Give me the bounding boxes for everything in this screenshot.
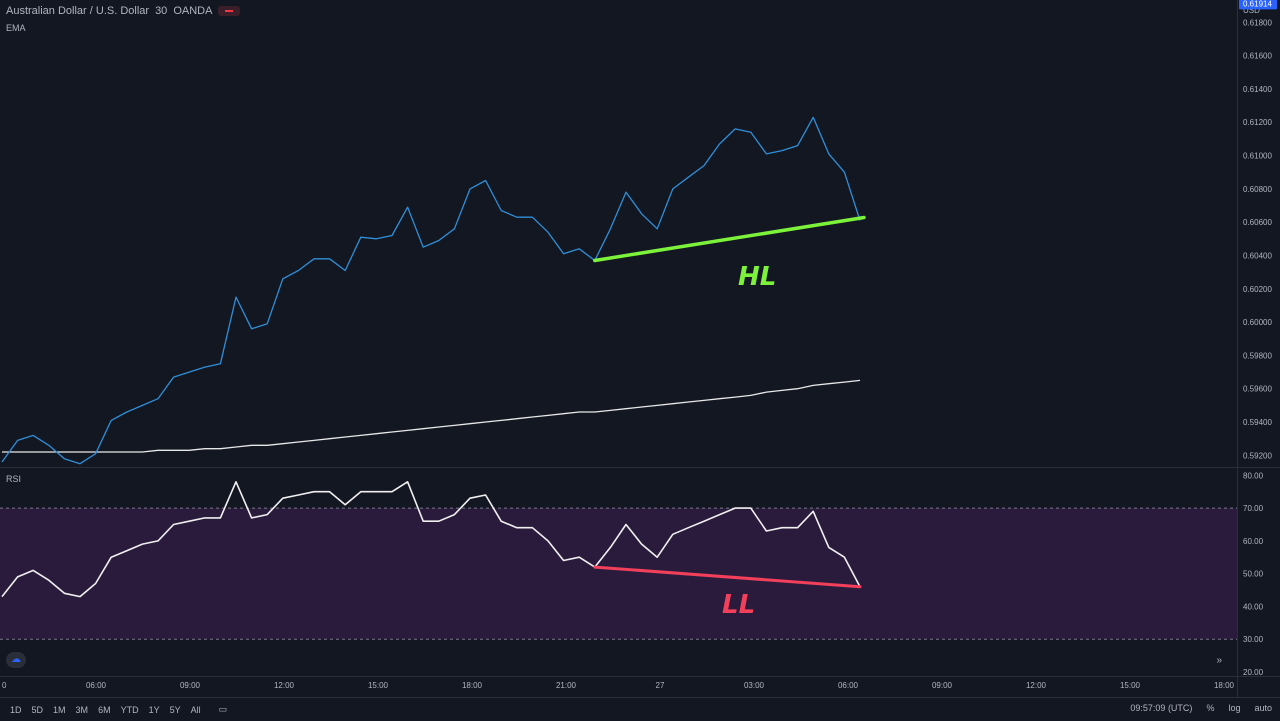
- price-tick-label: 0.59200: [1243, 451, 1272, 460]
- rsi-tick-label: 80.00: [1243, 471, 1264, 480]
- hl-annotation: HL: [738, 262, 777, 292]
- percent-toggle[interactable]: %: [1206, 703, 1215, 713]
- auto-toggle[interactable]: auto: [1254, 703, 1272, 713]
- range-3m[interactable]: 3M: [75, 704, 89, 715]
- market-status-icon[interactable]: [218, 6, 241, 16]
- price-tick-label: 0.61000: [1243, 152, 1272, 161]
- rsi-tick-label: 40.00: [1243, 602, 1264, 611]
- time-tick-label: 12:00: [1026, 681, 1047, 690]
- range-ytd[interactable]: YTD: [120, 704, 139, 715]
- time-tick-label: 15:00: [1120, 681, 1141, 690]
- log-toggle[interactable]: log: [1228, 703, 1241, 713]
- ema-indicator-label[interactable]: EMA: [6, 23, 26, 33]
- time-tick-label: 21:00: [556, 681, 577, 690]
- price-tick-label: 0.60200: [1243, 285, 1272, 294]
- price-tick-label: 0.61200: [1243, 118, 1272, 127]
- date-range-icon[interactable]: ▭: [218, 704, 228, 714]
- price-tick-label: 0.61400: [1243, 85, 1272, 94]
- price-tick-label: 0.59600: [1243, 385, 1272, 394]
- price-tick-label: 0.60800: [1243, 185, 1272, 194]
- time-tick-label: 18:00: [462, 681, 483, 690]
- clock-time[interactable]: 09:57:09 (UTC): [1130, 703, 1193, 713]
- range-1d[interactable]: 1D: [10, 704, 22, 715]
- price-tick-label: 0.61800: [1243, 18, 1272, 27]
- rsi-tick-label: 30.00: [1243, 635, 1264, 644]
- rsi-tick-label: 20.00: [1243, 668, 1264, 677]
- symbol-title[interactable]: Australian Dollar / U.S. Dollar: [6, 5, 150, 17]
- price-tick-label: 0.60000: [1243, 318, 1272, 327]
- time-tick-label: 06:00: [86, 681, 107, 690]
- time-tick-label: 15:00: [368, 681, 389, 690]
- rsi-tick-label: 50.00: [1243, 570, 1264, 579]
- time-tick-label: 09:00: [932, 681, 953, 690]
- time-tick-label: 06:00: [838, 681, 859, 690]
- ll-trendline: [593, 565, 862, 589]
- time-tick-label: 27: [656, 681, 665, 690]
- price-line: [1, 116, 861, 465]
- hl-trendline: [593, 215, 866, 263]
- time-tick-label: 09:00: [180, 681, 201, 690]
- price-tick-label: 0.59800: [1243, 351, 1272, 360]
- time-tick-label: 03:00: [744, 681, 765, 690]
- time-tick-label: 18:00: [1214, 681, 1235, 690]
- ll-annotation: LL: [722, 590, 756, 620]
- price-tick-label: 0.60600: [1243, 218, 1272, 227]
- price-tick-label: 0.60400: [1243, 251, 1272, 260]
- scroll-right-icon[interactable]: »: [1216, 655, 1222, 666]
- exchange-label: OANDA: [173, 5, 213, 17]
- range-1y[interactable]: 1Y: [148, 704, 160, 715]
- ema-line: [2, 379, 861, 453]
- range-5d[interactable]: 5D: [31, 704, 44, 715]
- symbol-header: Australian Dollar / U.S. Dollar 30 OANDA: [6, 5, 241, 17]
- last-price-label: 0.61914: [1243, 0, 1272, 8]
- time-tick-label: 12:00: [274, 681, 295, 690]
- range-all[interactable]: All: [190, 704, 201, 715]
- range-1m[interactable]: 1M: [53, 704, 66, 715]
- rsi-tick-label: 60.00: [1243, 537, 1264, 546]
- price-tick-label: 0.59400: [1243, 418, 1272, 427]
- range-6m[interactable]: 6M: [98, 704, 111, 715]
- rsi-tick-label: 70.00: [1243, 504, 1264, 513]
- bottom-toolbar: 1D 5D 1M 3M 6M YTD 1Y 5Y All ▭ 09:57:09 …: [0, 697, 1280, 721]
- cloud-icon[interactable]: ☁: [6, 652, 26, 668]
- time-tick-label: 0: [2, 681, 7, 690]
- last-price-badge: [1239, 0, 1277, 10]
- price-tick-label: 0.61600: [1243, 52, 1272, 61]
- rsi-line: [1, 481, 861, 598]
- currency-label: USD: [1243, 6, 1260, 15]
- interval-label[interactable]: 30: [155, 5, 168, 17]
- rsi-band-fill: [0, 508, 1237, 640]
- range-5y[interactable]: 5Y: [169, 704, 181, 715]
- rsi-indicator-label[interactable]: RSI: [6, 474, 22, 484]
